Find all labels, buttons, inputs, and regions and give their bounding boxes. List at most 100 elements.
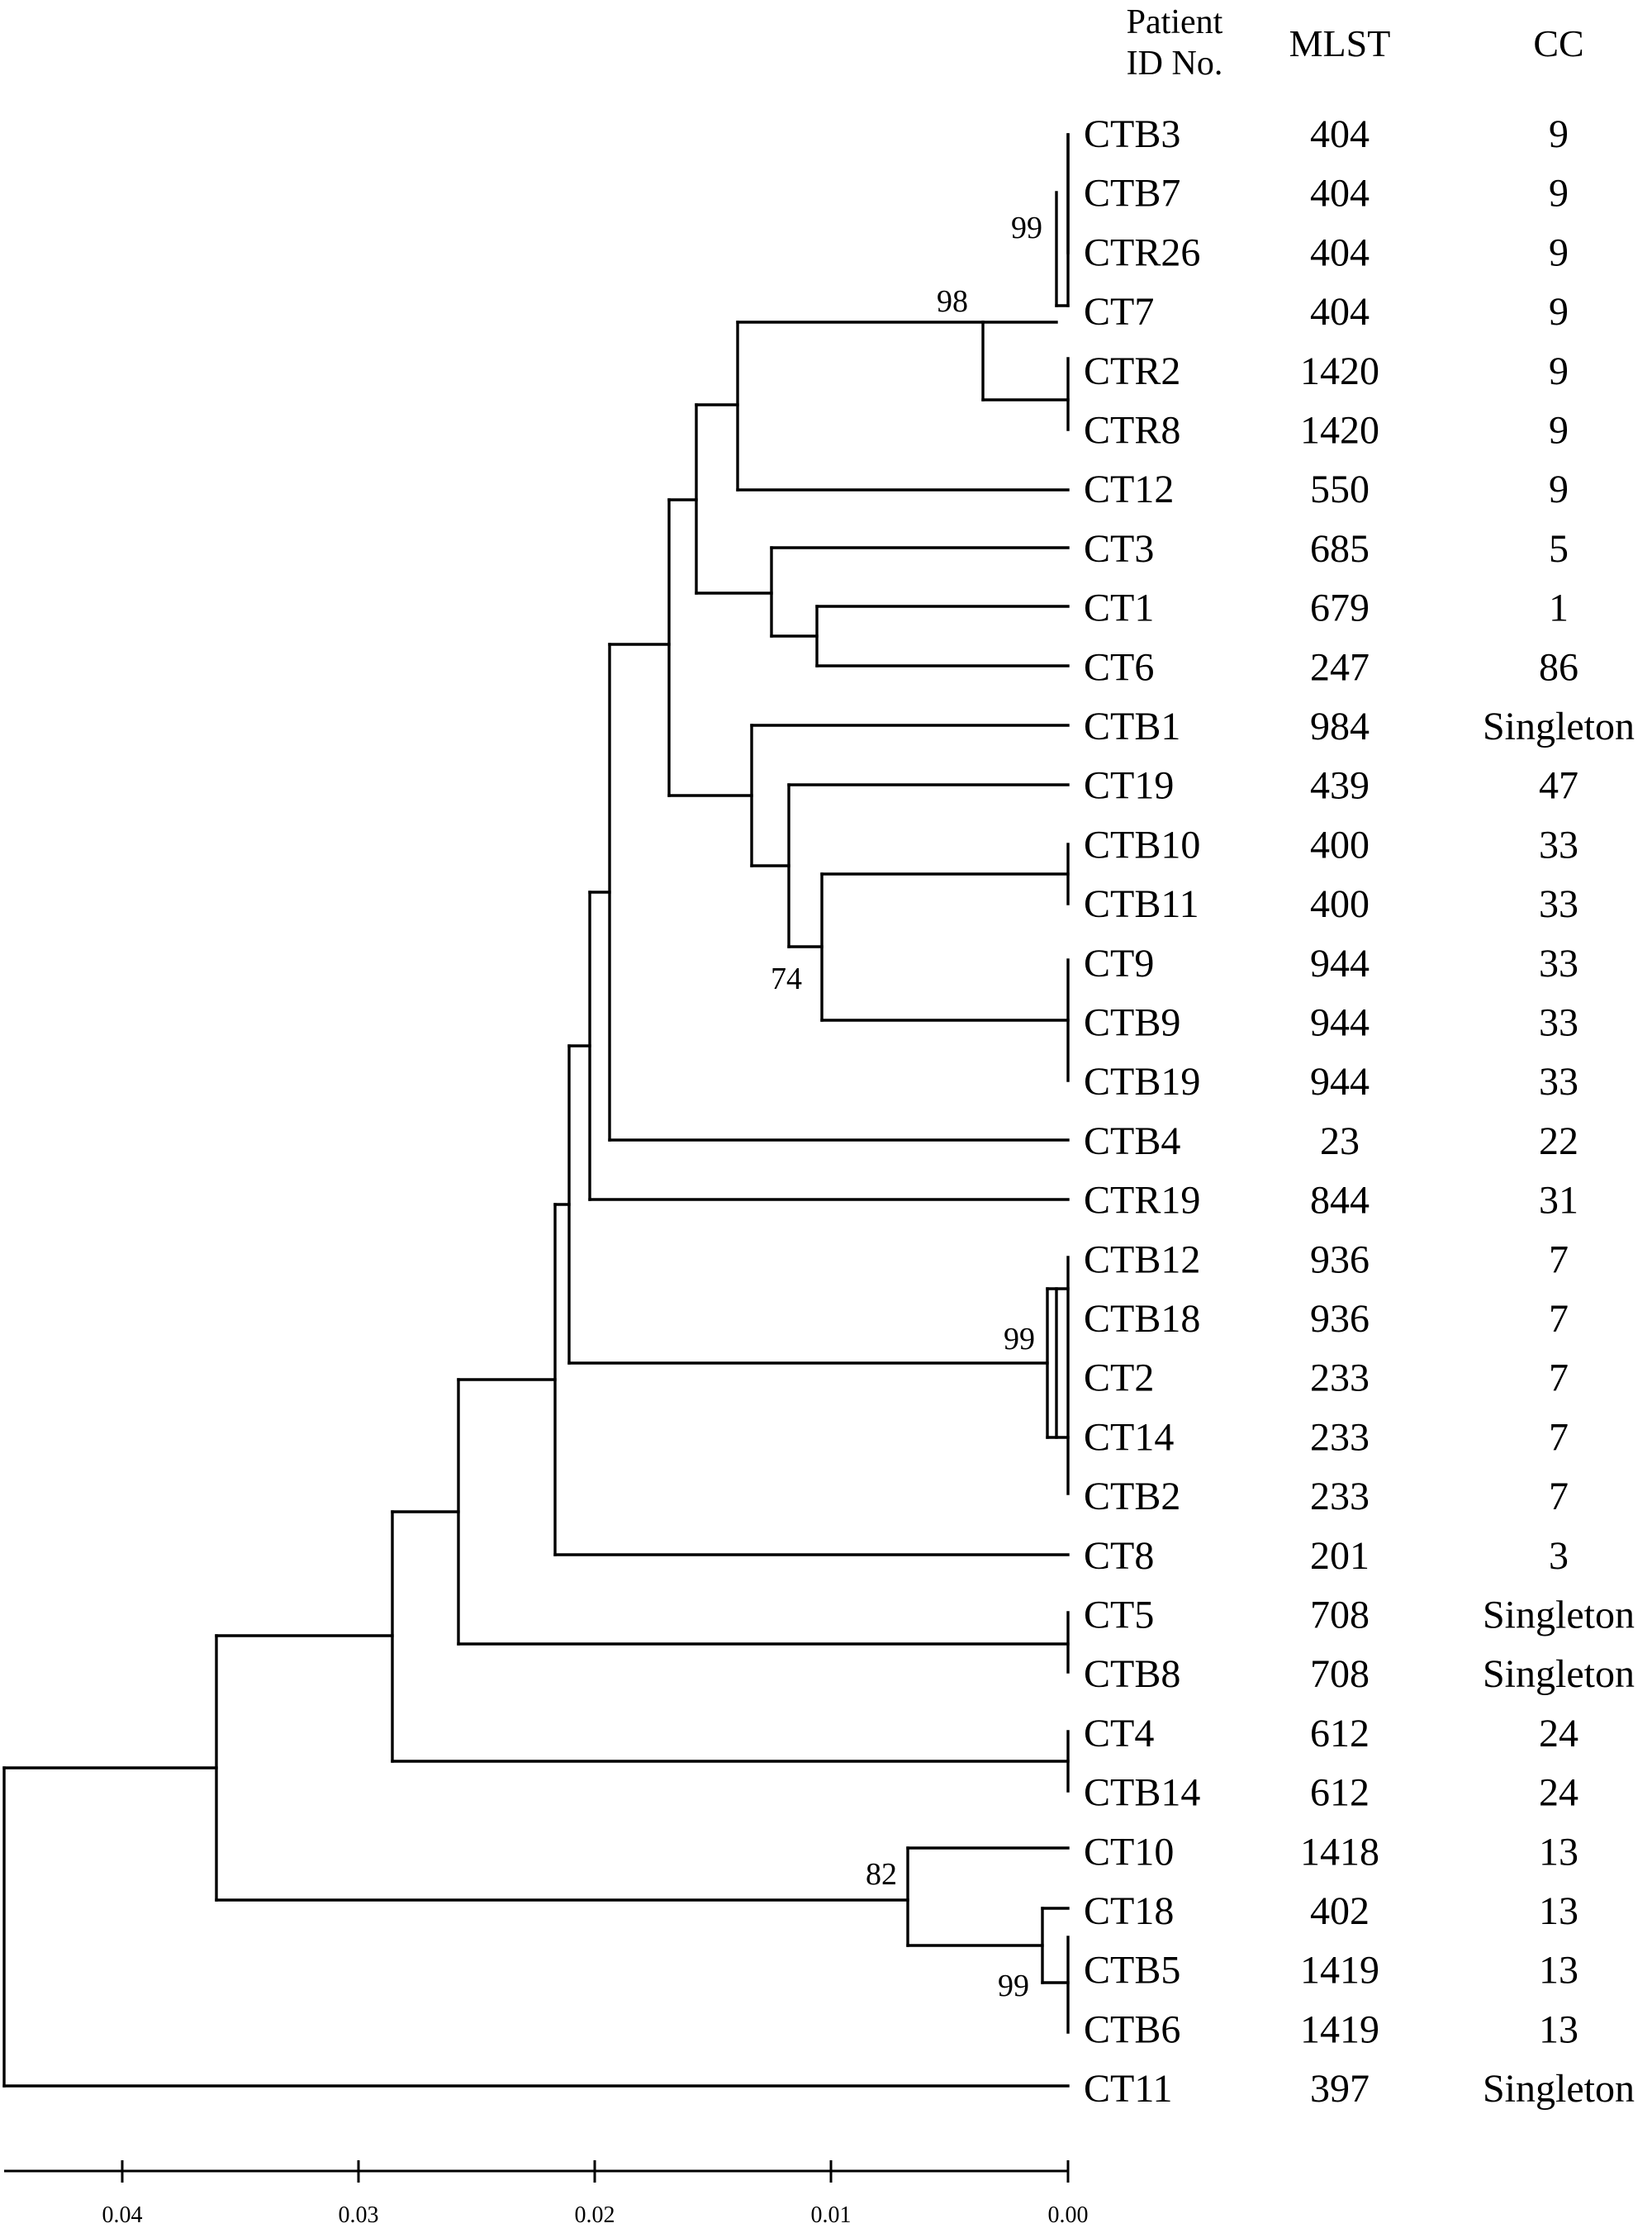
scale-tick-label: 0.03 bbox=[339, 2202, 379, 2228]
mlst-value: 550 bbox=[1310, 468, 1370, 511]
mlst-value: 944 bbox=[1310, 1060, 1370, 1104]
mlst-value: 397 bbox=[1310, 2067, 1370, 2111]
column-headers: Patient ID No. MLST CC bbox=[1127, 3, 1584, 83]
cc-value: 1 bbox=[1549, 587, 1569, 630]
mlst-value: 23 bbox=[1320, 1119, 1360, 1163]
tree-branches bbox=[2, 133, 1070, 2088]
patient-id: CTB3 bbox=[1084, 112, 1180, 156]
mlst-value: 404 bbox=[1310, 230, 1370, 274]
cc-value: Singleton bbox=[1483, 1594, 1635, 1637]
mlst-value: 402 bbox=[1310, 1889, 1370, 1933]
cc-value: 9 bbox=[1549, 468, 1569, 511]
patient-id: CTB19 bbox=[1084, 1060, 1200, 1104]
patient-id: CT9 bbox=[1084, 942, 1154, 986]
mlst-value: 439 bbox=[1310, 764, 1370, 808]
cc-value: 7 bbox=[1549, 1415, 1569, 1459]
mlst-value: 400 bbox=[1310, 823, 1370, 867]
mlst-value: 404 bbox=[1310, 172, 1370, 216]
mlst-value: 612 bbox=[1310, 1771, 1370, 1815]
mlst-value: 233 bbox=[1310, 1415, 1370, 1459]
bootstrap-label: 99 bbox=[998, 1969, 1029, 2003]
cc-value: 9 bbox=[1549, 112, 1569, 156]
cc-value: 7 bbox=[1549, 1238, 1569, 1281]
patient-id: CTR2 bbox=[1084, 349, 1180, 393]
patient-id: CTB6 bbox=[1084, 2007, 1180, 2051]
mlst-value: 679 bbox=[1310, 587, 1370, 630]
mlst-value: 708 bbox=[1310, 1652, 1370, 1696]
patient-id: CT11 bbox=[1084, 2067, 1173, 2111]
cc-value: 33 bbox=[1539, 1001, 1578, 1045]
cc-value: 5 bbox=[1549, 527, 1569, 571]
cc-value: 24 bbox=[1539, 1712, 1578, 1755]
mlst-value: 844 bbox=[1310, 1179, 1370, 1223]
mlst-value: 233 bbox=[1310, 1356, 1370, 1400]
patient-id: CT12 bbox=[1084, 468, 1174, 511]
patient-id: CT5 bbox=[1084, 1594, 1154, 1637]
patient-id: CTB5 bbox=[1084, 1949, 1180, 1993]
cc-value: 33 bbox=[1539, 1060, 1578, 1104]
patient-id: CTB2 bbox=[1084, 1475, 1180, 1518]
patient-id: CTB7 bbox=[1084, 172, 1180, 216]
patient-id: CT1 bbox=[1084, 587, 1154, 630]
bootstrap-label: 82 bbox=[866, 1857, 897, 1892]
mlst-value: 984 bbox=[1310, 705, 1370, 748]
patient-id: CT4 bbox=[1084, 1712, 1154, 1755]
mlst-value: 233 bbox=[1310, 1475, 1370, 1518]
patient-id: CT19 bbox=[1084, 764, 1174, 808]
mlst-value: 612 bbox=[1310, 1712, 1370, 1755]
cc-value: 33 bbox=[1539, 823, 1578, 867]
cc-value: 9 bbox=[1549, 349, 1569, 393]
bootstrap-label: 99 bbox=[1004, 1322, 1035, 1356]
cc-value: 13 bbox=[1539, 1889, 1578, 1933]
mlst-value: 944 bbox=[1310, 1001, 1370, 1045]
cc-value: 22 bbox=[1539, 1119, 1578, 1163]
cc-value: 13 bbox=[1539, 1830, 1578, 1874]
patient-id: CT18 bbox=[1084, 1889, 1174, 1933]
patient-id: CTB9 bbox=[1084, 1001, 1180, 1045]
scale-tick-label: 0.04 bbox=[102, 2202, 143, 2228]
cc-value: 31 bbox=[1539, 1179, 1578, 1223]
patient-id: CTB12 bbox=[1084, 1238, 1200, 1281]
patient-id: CTB8 bbox=[1084, 1652, 1180, 1696]
mlst-value: 404 bbox=[1310, 290, 1370, 334]
mlst-value: 1419 bbox=[1300, 2007, 1379, 2051]
cc-value: 33 bbox=[1539, 882, 1578, 926]
mlst-value: 708 bbox=[1310, 1594, 1370, 1637]
mlst-value: 1420 bbox=[1300, 349, 1379, 393]
patient-id: CT10 bbox=[1084, 1830, 1174, 1874]
patient-id: CT6 bbox=[1084, 645, 1154, 689]
cc-value: 9 bbox=[1549, 172, 1569, 216]
bootstrap-label: 98 bbox=[937, 284, 968, 319]
scale-tick-label: 0.00 bbox=[1048, 2202, 1089, 2228]
bootstrap-values: 99 98 74 99 82 99 bbox=[771, 211, 1042, 2003]
scale-bar: 0.04 0.03 0.02 0.01 0.00 bbox=[4, 2160, 1089, 2228]
cc-value: 86 bbox=[1539, 645, 1578, 689]
header-cc: CC bbox=[1533, 22, 1583, 64]
cc-value: 9 bbox=[1549, 409, 1569, 453]
cc-value: 13 bbox=[1539, 2007, 1578, 2051]
cc-value: 24 bbox=[1539, 1771, 1578, 1815]
mlst-value: 201 bbox=[1310, 1534, 1370, 1578]
cc-value: 33 bbox=[1539, 942, 1578, 986]
patient-id: CT14 bbox=[1084, 1415, 1174, 1459]
cc-value: 9 bbox=[1549, 230, 1569, 274]
header-mlst: MLST bbox=[1289, 22, 1391, 64]
mlst-value: 400 bbox=[1310, 882, 1370, 926]
patient-id: CTB1 bbox=[1084, 705, 1180, 748]
mlst-value: 936 bbox=[1310, 1297, 1370, 1341]
patient-id: CTB11 bbox=[1084, 882, 1199, 926]
cc-value: 7 bbox=[1549, 1475, 1569, 1518]
patient-id: CT3 bbox=[1084, 527, 1154, 571]
cc-value: 7 bbox=[1549, 1297, 1569, 1341]
header-patient-line2: ID No. bbox=[1127, 45, 1223, 83]
patient-id: CT8 bbox=[1084, 1534, 1154, 1578]
patient-id: CTB14 bbox=[1084, 1771, 1200, 1815]
bootstrap-label: 74 bbox=[771, 962, 802, 996]
patient-id: CTB4 bbox=[1084, 1119, 1180, 1163]
patient-id: CT7 bbox=[1084, 290, 1154, 334]
patient-id: CT2 bbox=[1084, 1356, 1154, 1400]
mlst-value: 685 bbox=[1310, 527, 1370, 571]
header-patient-line1: Patient bbox=[1127, 3, 1223, 41]
mlst-value: 1418 bbox=[1300, 1830, 1379, 1874]
